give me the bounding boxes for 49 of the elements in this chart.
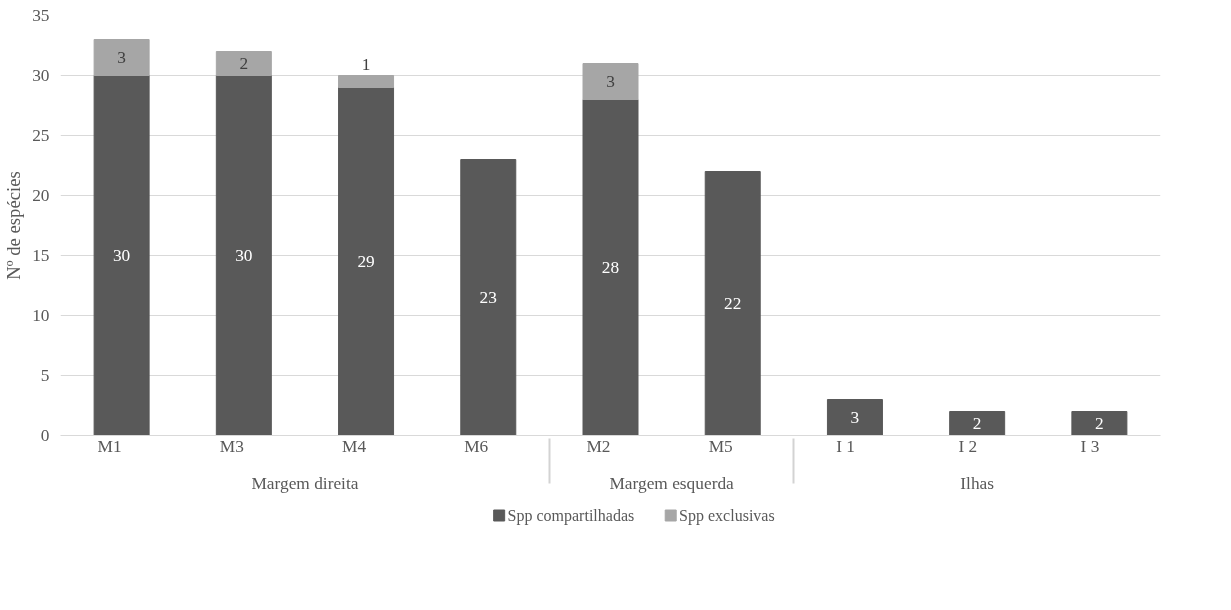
bar: [338, 75, 395, 88]
data-label: 3: [850, 408, 860, 427]
data-label: 2: [1095, 414, 1104, 433]
x-tick-label: I 2: [958, 437, 978, 456]
bar: [93, 39, 150, 76]
bar: [826, 399, 883, 436]
data-label: 30: [235, 246, 253, 265]
x-tick-label: M3: [219, 437, 244, 456]
y-tick-label: 20: [32, 186, 50, 205]
y-tick-label: 10: [32, 306, 50, 325]
bar: [582, 99, 639, 436]
y-tick-label: 15: [32, 246, 50, 265]
bar: [704, 171, 761, 436]
x-tick-label: M6: [464, 437, 489, 456]
x-tick-label: I 1: [836, 437, 855, 456]
x-tick-label: M2: [586, 437, 611, 456]
data-label: 2: [972, 414, 982, 433]
data-label: 22: [724, 294, 742, 313]
data-label: 2: [239, 54, 249, 73]
bar: [460, 159, 517, 436]
legend-label: Spp exclusivas: [679, 507, 775, 525]
bar: [1071, 411, 1128, 436]
data-label: 23: [479, 288, 497, 307]
data-label: 29: [357, 252, 375, 271]
bar: [582, 63, 639, 100]
y-tick-label: 25: [32, 126, 50, 145]
y-tick-label: 5: [40, 366, 50, 385]
x-tick-label: M5: [708, 437, 733, 456]
text: Margem direita: [251, 473, 359, 493]
x-tick-label: I 3: [1080, 437, 1100, 456]
data-label: 30: [112, 246, 131, 265]
legend-label: Spp compartilhadas: [507, 507, 635, 525]
x-tick-label: M4: [341, 437, 367, 456]
text: Margem esquerda: [609, 473, 735, 493]
x-tick-label: M1: [97, 437, 122, 456]
data-label: 3: [117, 48, 126, 67]
data-label: 1: [361, 55, 371, 75]
bar: [338, 87, 395, 436]
y-axis-title: Nº de espécies: [3, 171, 25, 280]
y-tick-label: 35: [32, 6, 50, 25]
text: Ilhas: [960, 473, 995, 493]
bar: [215, 75, 272, 436]
y-tick-label: 30: [32, 66, 50, 85]
data-label: 3: [606, 72, 615, 91]
y-tick-label: 0: [40, 426, 50, 445]
data-label: 28: [601, 258, 620, 277]
bar: [93, 75, 150, 436]
bar: [949, 411, 1006, 436]
bar: [215, 51, 272, 76]
